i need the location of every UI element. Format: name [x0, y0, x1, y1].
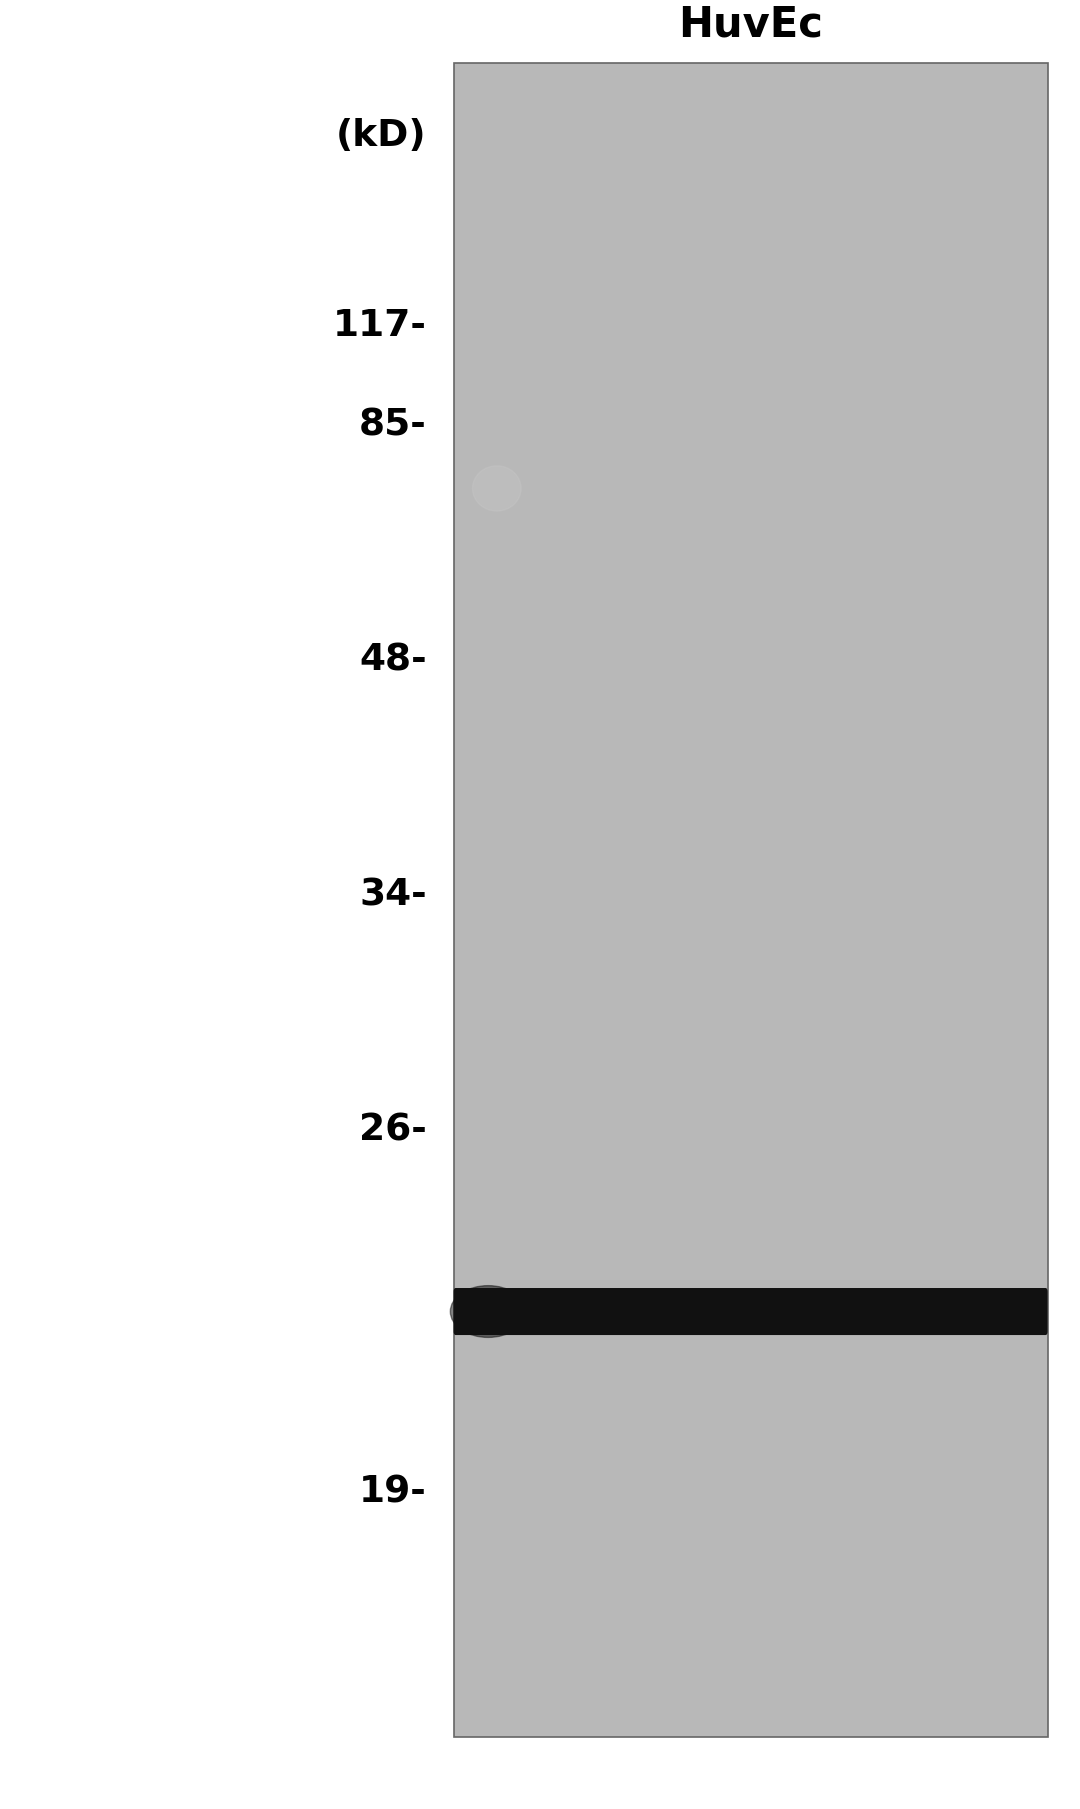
FancyBboxPatch shape	[454, 1288, 1048, 1335]
Text: 34-: 34-	[359, 877, 427, 914]
Text: 48-: 48-	[359, 642, 427, 678]
Ellipse shape	[450, 1286, 526, 1337]
Text: 85-: 85-	[359, 407, 427, 443]
Text: (kD): (kD)	[336, 118, 427, 154]
Bar	[454, 63, 1048, 1737]
Text: 26-: 26-	[359, 1113, 427, 1149]
Text: 117-: 117-	[333, 308, 427, 344]
Ellipse shape	[472, 467, 521, 512]
Text: 19-: 19-	[359, 1474, 427, 1511]
Text: HuvEc: HuvEc	[678, 4, 823, 45]
